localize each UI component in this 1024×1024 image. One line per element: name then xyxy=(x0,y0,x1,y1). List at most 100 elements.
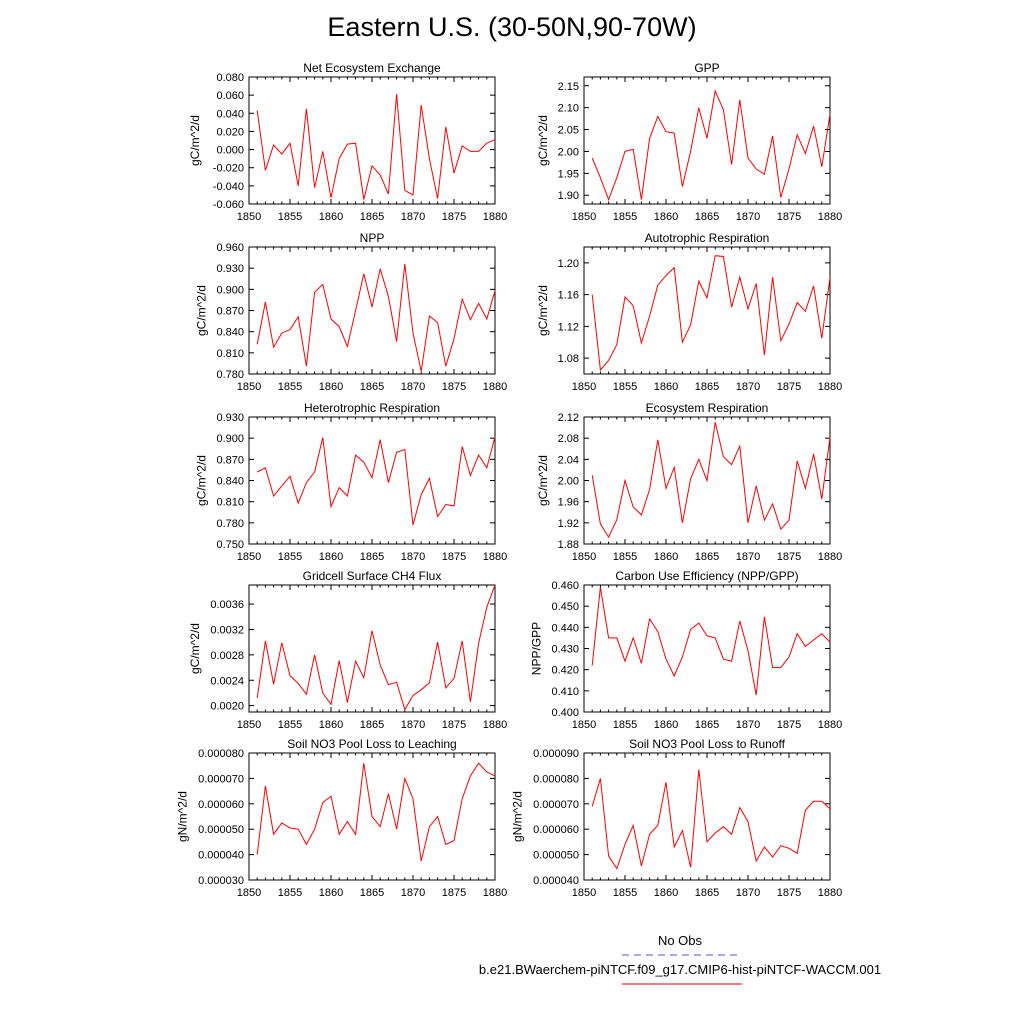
x-tick-label: 1880 xyxy=(818,719,842,731)
x-tick-label: 1880 xyxy=(483,719,507,731)
x-tick-label: 1855 xyxy=(278,887,302,899)
x-tick-label: 1865 xyxy=(360,887,384,899)
y-tick-label: 0.000080 xyxy=(533,773,579,785)
x-tick-label: 1875 xyxy=(777,719,801,731)
x-tick-label: 1860 xyxy=(319,211,343,223)
y-tick-label: 0.040 xyxy=(216,108,244,120)
y-tick-label: 0.0028 xyxy=(210,650,244,662)
page-title: Eastern U.S. (30-50N,90-70W) xyxy=(327,12,697,42)
x-tick-label: 1850 xyxy=(237,551,261,563)
y-tick-label: 0.420 xyxy=(551,665,579,677)
x-tick-label: 1870 xyxy=(736,211,760,223)
y-tick-label: 0.930 xyxy=(216,263,244,275)
x-tick-label: 1855 xyxy=(278,211,302,223)
plot-frame xyxy=(248,246,496,375)
x-tick-label: 1870 xyxy=(401,887,425,899)
y-tick-label: 1.20 xyxy=(558,258,579,270)
x-tick-label: 1870 xyxy=(401,381,425,393)
panel-title: Net Ecosystem Exchange xyxy=(303,61,441,75)
x-tick-label: 1855 xyxy=(613,887,637,899)
y-tick-label: 1.95 xyxy=(558,168,579,180)
plot-frame xyxy=(248,76,496,205)
x-tick-label: 1860 xyxy=(319,551,343,563)
y-tick-label: 0.000040 xyxy=(198,850,244,862)
series-line xyxy=(256,263,496,372)
y-tick-label: 1.08 xyxy=(558,353,579,365)
y-tick-label: 0.000070 xyxy=(533,799,579,811)
y-tick-label: 0.430 xyxy=(551,644,579,656)
panel-5: Ecosystem Respiration 1850 1855 1860 1865 187… xyxy=(536,401,842,563)
x-tick-label: 1870 xyxy=(736,719,760,731)
y-tick-label: 0.780 xyxy=(216,518,244,530)
y-tick-label: 0.410 xyxy=(551,686,579,698)
y-tick-label: 0.000060 xyxy=(533,824,579,836)
x-tick-label: 1875 xyxy=(442,551,466,563)
y-tick-label: 1.16 xyxy=(558,290,579,302)
y-tick-label: 0.870 xyxy=(216,306,244,318)
y-tick-label: 2.00 xyxy=(558,476,579,488)
x-tick-label: 1875 xyxy=(442,719,466,731)
series-line xyxy=(256,584,496,711)
y-tick-label: 0.0024 xyxy=(210,675,244,687)
y-tick-label: 0.000070 xyxy=(198,773,244,785)
panel-7: Carbon Use Efficiency (NPP/GPP) 1850 1855 1… xyxy=(530,569,843,731)
x-tick-label: 1865 xyxy=(360,719,384,731)
series-line xyxy=(591,769,831,870)
y-tick-label: 0.780 xyxy=(216,369,244,381)
y-tick-label: 0.000090 xyxy=(533,748,579,760)
x-tick-label: 1875 xyxy=(777,887,801,899)
x-tick-label: 1850 xyxy=(572,551,596,563)
plot-frame xyxy=(583,246,831,375)
y-tick-label: 0.900 xyxy=(216,433,244,445)
plot-frame xyxy=(583,752,831,881)
y-tick-label: -0.020 xyxy=(213,163,244,175)
y-axis-label: gC/m^2/d xyxy=(195,285,209,336)
x-tick-label: 1870 xyxy=(736,551,760,563)
x-tick-label: 1860 xyxy=(654,887,678,899)
x-tick-label: 1865 xyxy=(695,381,719,393)
x-tick-label: 1875 xyxy=(777,211,801,223)
y-tick-label: 0.000060 xyxy=(198,799,244,811)
x-tick-label: 1880 xyxy=(483,211,507,223)
y-tick-label: 0.440 xyxy=(551,622,579,634)
y-tick-label: 0.0036 xyxy=(210,599,244,611)
panel-title: Heterotrophic Respiration xyxy=(304,401,440,415)
x-tick-label: 1875 xyxy=(442,887,466,899)
y-tick-label: 0.0020 xyxy=(210,701,244,713)
y-tick-label: 0.0032 xyxy=(210,624,244,636)
y-tick-label: 2.05 xyxy=(558,125,579,137)
x-tick-label: 1870 xyxy=(401,551,425,563)
x-tick-label: 1850 xyxy=(572,887,596,899)
x-tick-label: 1855 xyxy=(278,551,302,563)
panel-title: Soil NO3 Pool Loss to Leaching xyxy=(287,737,456,751)
x-tick-label: 1855 xyxy=(613,211,637,223)
y-tick-label: 0.750 xyxy=(216,539,244,551)
y-axis-label: gC/m^2/d xyxy=(536,455,550,506)
y-tick-label: -0.040 xyxy=(213,181,244,193)
x-tick-label: 1875 xyxy=(442,211,466,223)
y-tick-label: 1.92 xyxy=(558,518,579,530)
plot-frame xyxy=(248,584,496,713)
x-tick-label: 1880 xyxy=(818,381,842,393)
series-line xyxy=(256,94,496,200)
y-tick-label: 2.15 xyxy=(558,81,579,93)
y-tick-label: 2.04 xyxy=(558,454,579,466)
panel-9: Soil NO3 Pool Loss to Runoff 1850 1855 1860… xyxy=(511,737,843,899)
y-tick-label: -0.060 xyxy=(213,199,244,211)
y-axis-label: gC/m^2/d xyxy=(536,115,550,166)
y-tick-label: 2.10 xyxy=(558,103,579,115)
x-tick-label: 1860 xyxy=(654,211,678,223)
x-tick-label: 1860 xyxy=(654,381,678,393)
series-line xyxy=(591,422,831,539)
y-tick-label: 0.000080 xyxy=(198,748,244,760)
x-tick-label: 1865 xyxy=(695,887,719,899)
x-tick-label: 1870 xyxy=(401,719,425,731)
x-tick-label: 1870 xyxy=(401,211,425,223)
x-tick-label: 1865 xyxy=(695,719,719,731)
x-tick-label: 1880 xyxy=(483,887,507,899)
y-tick-label: 0.840 xyxy=(216,476,244,488)
x-tick-label: 1850 xyxy=(572,211,596,223)
legend-label-no-obs: No Obs xyxy=(657,933,703,948)
y-axis-label: gC/m^2/d xyxy=(188,115,202,166)
x-tick-label: 1850 xyxy=(237,211,261,223)
